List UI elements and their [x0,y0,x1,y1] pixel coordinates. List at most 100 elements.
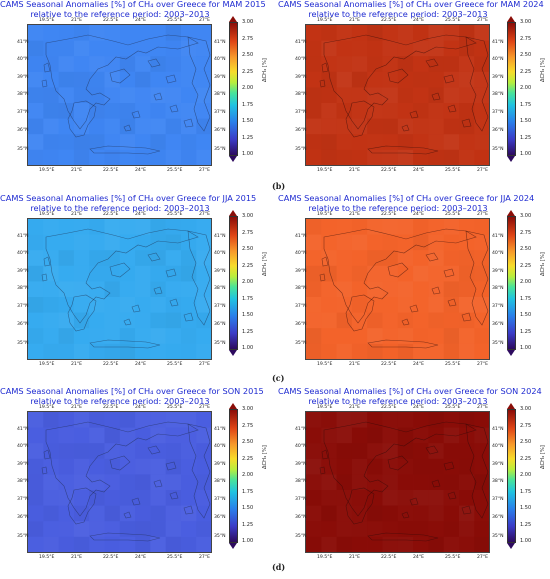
island-coastline [123,511,132,519]
latitude-tick-label: 41°N [492,234,504,239]
heatmap-cell [352,344,367,359]
colorbar-label: ΔCH₄ [%] [262,58,268,82]
heatmap-cell [28,459,43,475]
heatmap-cell [59,443,74,459]
colorbar-extend-max [507,210,515,216]
colorbar-tick-label: 1.25 [242,328,254,335]
longitude-tick-label: 27°E [477,555,489,560]
heatmap-cell [28,328,43,344]
longitude-tick-label: 27°E [477,362,489,367]
chart-title: CAMS Seasonal Anomalies [%] of CH₄ over … [278,193,535,213]
chart-panel: CAMS Seasonal Anomalies [%] of CH₄ over … [0,193,270,376]
colorbar-tick-label: 2.75 [242,35,254,42]
heatmap-cell [28,428,43,444]
heatmap-cell [383,521,398,537]
heatmap-cell [367,250,382,266]
island-coastline [147,445,161,455]
chart-title-line: CAMS Seasonal Anomalies [%] of CH₄ over … [278,386,542,396]
mainland-coastline [323,34,477,130]
latitude-tick-label: 36°N [214,322,226,327]
heatmap-cell [337,87,352,103]
heatmap-cell [166,103,181,119]
heatmap-cell [428,297,443,313]
heatmap-cell [337,150,352,165]
heatmap-cell [367,427,383,444]
longitude-tick-label: 25.5°E [167,212,183,217]
crete-coastline [89,532,161,542]
island-coastline [321,256,329,267]
heatmap-plot-area [305,218,490,360]
heatmap-cell [428,103,443,119]
island-coastline [443,268,455,278]
colorbar-tick-label: 2.25 [520,455,532,462]
heatmap-cell [135,521,151,537]
heatmap-cell [181,103,196,119]
heatmap-cell [306,297,321,313]
heatmap-cell [59,344,74,359]
colorbar-tick-label: 3.00 [242,213,254,219]
latitude-tick-label: 38°N [295,479,307,484]
heatmap-cell [321,474,336,490]
colorbar-tick-label: 1.75 [242,295,254,302]
colorbar-tick-label: 2.25 [242,262,254,269]
latitude-tick-label: 41°N [295,40,307,45]
heatmap-cell [28,281,43,297]
longitude-tick-label: 25.5°E [167,555,183,560]
heatmap-cell [43,134,58,150]
heatmap-cell [306,266,321,282]
heatmap-cell [352,235,367,251]
heatmap-cell [306,235,321,251]
colorbar-tick-label: 2.75 [242,229,254,236]
heatmap-cell [351,71,368,88]
heatmap-cell [474,41,489,57]
latitude-tick-label: 39°N [492,75,504,80]
longitude-tick-label: 27°E [199,18,211,23]
colorbar-tick-label: 2.75 [520,229,532,236]
heatmap-cell [166,281,181,297]
chart-title-line: CAMS Seasonal Anomalies [%] of CH₄ over … [278,193,535,203]
colorbar-label: ΔCH₄ [%] [262,252,268,276]
heatmap-cell [413,297,428,313]
island-coastline [153,286,163,295]
colorbar-tick-label: 1.25 [520,328,532,335]
heatmap-cell [444,266,459,282]
latitude-tick-label: 39°N [295,269,307,274]
heatmap-cell [43,219,58,235]
heatmap-cell [337,537,352,552]
heatmap-cell [459,134,474,150]
heatmap-cell [474,459,489,475]
heatmap-cell [383,219,398,235]
heatmap-cell [367,521,382,537]
heatmap-cell [150,328,165,344]
heatmap-cell [89,313,104,329]
heatmap-cell [306,443,321,459]
colorbar-extend-min [507,156,515,162]
longitude-tick-label: 19.5°E [317,168,333,173]
longitude-tick-label: 27°E [199,168,211,173]
heatmap-cell [383,537,398,552]
latitude-tick-label: 41°N [214,234,226,239]
colorbar-tick-label: 3.00 [520,19,532,25]
heatmap-cell [367,505,383,522]
heatmap-cell [383,506,398,522]
heatmap-cell [196,490,211,506]
heatmap-cell [120,281,135,297]
heatmap-cell [28,412,43,428]
island-coastline [387,262,409,278]
heatmap-cell [150,119,165,135]
heatmap-cell [196,537,211,552]
colorbar-tick-label: 2.50 [242,439,254,445]
heatmap-cell [120,537,135,552]
heatmap-cell [383,328,398,344]
longitude-tick-label: 22.5°E [103,555,119,560]
colorbar-tick-label: 1.25 [242,134,254,141]
heatmap-cell [28,87,43,103]
heatmap-cell [89,72,104,88]
heatmap-cell [383,490,398,506]
heatmap-cell [59,235,74,251]
heatmap-cell [352,328,367,344]
heatmap-cell [135,344,150,359]
heatmap-cell [135,219,150,235]
island-coastline [425,445,439,455]
heatmap-cell [28,235,43,251]
